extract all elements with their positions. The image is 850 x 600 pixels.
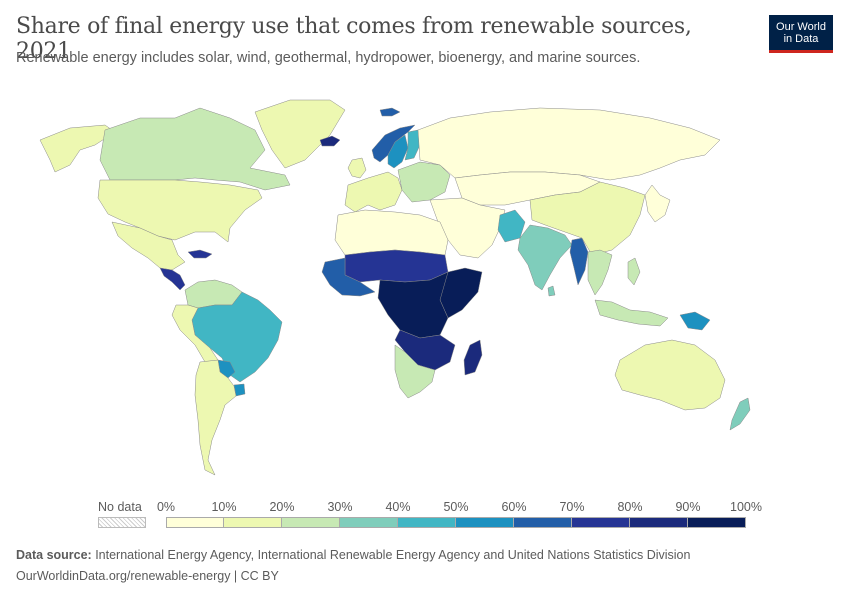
region-west-africa[interactable]: [321, 257, 376, 297]
legend-bin[interactable]: [572, 517, 630, 528]
region-central-america[interactable]: [159, 267, 186, 291]
region-usa[interactable]: [97, 179, 263, 243]
region-madagascar[interactable]: [463, 339, 483, 376]
logo-line-1: Our World: [776, 21, 826, 33]
legend-tick: 70%: [559, 500, 585, 514]
world-map: [39, 99, 751, 476]
region-iceland[interactable]: [319, 135, 341, 147]
legend-tick: 60%: [501, 500, 527, 514]
region-russia[interactable]: [417, 107, 721, 181]
region-india[interactable]: [517, 224, 573, 291]
legend-tick: 0%: [156, 500, 176, 514]
source-url-link[interactable]: OurWorldinData.org/renewable-energy | CC…: [16, 569, 279, 583]
legend-tick: 40%: [385, 500, 411, 514]
legend-bins: [166, 517, 746, 528]
region-sweden[interactable]: [387, 134, 409, 169]
legend-bin[interactable]: [514, 517, 572, 528]
legend-tick: 80%: [617, 500, 643, 514]
legend-bin[interactable]: [398, 517, 456, 528]
region-indonesia[interactable]: [594, 299, 669, 327]
legend-bin[interactable]: [688, 517, 746, 528]
legend-bin[interactable]: [456, 517, 514, 528]
legend-bin[interactable]: [340, 517, 398, 528]
data-source-label: Data source:: [16, 548, 92, 562]
region-uk-ireland[interactable]: [347, 157, 367, 179]
legend-tick: 100%: [730, 500, 762, 514]
region-philippines[interactable]: [627, 257, 641, 286]
region-svalbard[interactable]: [379, 107, 401, 117]
legend-no-data-swatch: [98, 517, 146, 528]
region-japan-korea[interactable]: [644, 184, 671, 223]
legend-bin[interactable]: [166, 517, 224, 528]
chart-subtitle: Renewable energy includes solar, wind, g…: [16, 50, 641, 66]
region-china[interactable]: [529, 181, 646, 256]
region-sahel[interactable]: [344, 249, 449, 283]
chart-title: Share of final energy use that comes fro…: [16, 14, 692, 64]
region-caribbean[interactable]: [187, 249, 213, 259]
region-argentina-chile[interactable]: [194, 359, 237, 476]
color-legend: No data 0% 10% 20% 30% 40% 50% 60% 70% 8…: [98, 498, 778, 538]
region-southeast-asia[interactable]: [587, 249, 613, 296]
region-australia[interactable]: [614, 339, 726, 411]
data-source: Data source: International Energy Agency…: [16, 548, 690, 562]
region-mexico[interactable]: [111, 221, 186, 271]
region-southern-central-africa[interactable]: [394, 329, 456, 371]
legend-tick: 10%: [211, 500, 237, 514]
region-papua-new-guinea[interactable]: [679, 311, 711, 331]
owid-logo[interactable]: Our World in Data: [769, 15, 833, 53]
data-source-text: International Energy Agency, Internation…: [91, 548, 691, 562]
region-new-zealand[interactable]: [729, 397, 751, 431]
region-north-america[interactable]: [39, 124, 116, 173]
region-sri-lanka[interactable]: [547, 285, 556, 297]
legend-bin[interactable]: [224, 517, 282, 528]
region-southern-africa[interactable]: [394, 344, 436, 399]
legend-bin[interactable]: [630, 517, 688, 528]
region-greenland[interactable]: [254, 99, 346, 169]
region-eastern-europe[interactable]: [397, 161, 451, 203]
legend-tick: 90%: [675, 500, 701, 514]
legend-tick: 20%: [269, 500, 295, 514]
region-western-europe[interactable]: [344, 171, 403, 213]
legend-bin[interactable]: [282, 517, 340, 528]
region-norway[interactable]: [371, 124, 416, 163]
logo-line-2: in Data: [783, 33, 819, 45]
legend-no-data-label: No data: [98, 500, 142, 514]
region-north-africa[interactable]: [334, 209, 449, 256]
legend-tick: 50%: [443, 500, 469, 514]
region-myanmar[interactable]: [569, 237, 589, 286]
legend-tick: 30%: [327, 500, 353, 514]
region-central-africa[interactable]: [377, 271, 449, 339]
region-peru-bolivia[interactable]: [171, 304, 219, 363]
